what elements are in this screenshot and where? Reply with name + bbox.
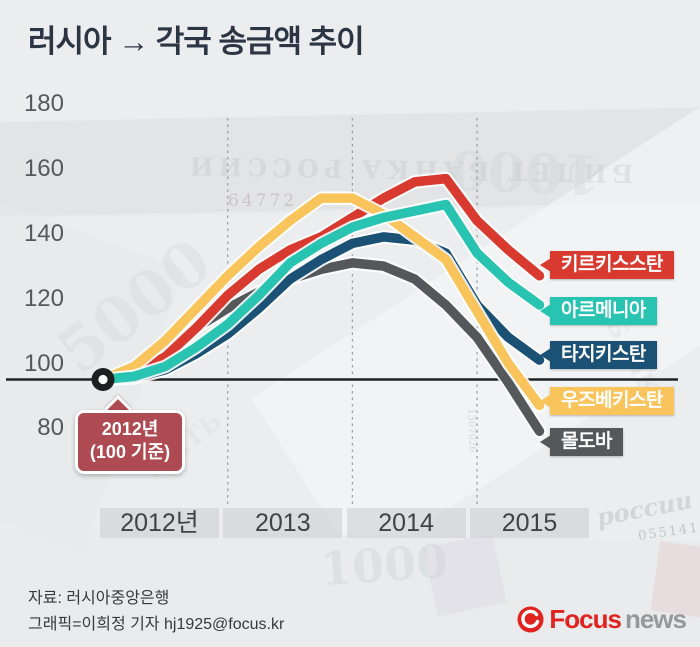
legend-item-moldova: 몰도바	[540, 428, 623, 456]
credit-text: 그래픽=이희정 기자 hj1925@focus.kr	[28, 616, 285, 633]
legend-item-armenia: 아르메니아	[540, 297, 657, 325]
x-axis-label-2012: 2012년	[100, 508, 219, 538]
legend-pointer-icon	[540, 435, 551, 449]
legend-label: 키르키스스탄	[561, 254, 663, 275]
legend-label: 타지키스탄	[561, 344, 646, 365]
legend-pointer-icon	[540, 304, 551, 318]
y-axis-tick: 80	[37, 414, 64, 442]
legend-label: 아르메니아	[561, 300, 646, 321]
legend-label: 몰도바	[561, 431, 612, 452]
series-line-armenia	[98, 199, 545, 385]
y-axis-tick: 160	[23, 155, 64, 183]
callout-line1: 2012년	[101, 419, 159, 439]
y-axis-tick: 100	[23, 349, 64, 377]
legend-pointer-icon	[540, 348, 551, 362]
legend-pointer-icon	[540, 258, 551, 272]
page-title: 러시아 → 각국 송금액 추이	[28, 24, 365, 59]
y-axis-tick: 120	[23, 284, 64, 312]
logo-brand-text: Focus	[549, 604, 622, 634]
callout-line2: (100 기준)	[89, 442, 171, 463]
logo-suffix-text: news	[624, 604, 687, 634]
focusnews-logo: Focus news	[517, 604, 687, 635]
focusnews-swirl-icon	[517, 606, 544, 633]
x-axis-label-2014: 2014	[346, 508, 466, 538]
legend-label: 우즈베키스탄	[561, 390, 663, 411]
baseline-start-dot-center	[98, 374, 108, 385]
legend-item-uzbekistan: 우즈베키스탄	[540, 387, 674, 415]
baseline-callout: 2012년 (100 기준)	[75, 410, 185, 474]
y-axis-tick: 140	[23, 219, 64, 247]
x-axis-label-2013: 2013	[223, 508, 343, 538]
x-axis-label-2015: 2015	[470, 508, 589, 538]
legend-item-kyrgyzstan: 키르키스스탄	[540, 251, 674, 279]
series-line-kyrgyzstan	[98, 173, 545, 385]
source-text: 자료: 러시아중앙은행	[28, 590, 170, 607]
legend-item-tajikistan: 타지키스탄	[540, 341, 657, 369]
legend-pointer-icon	[540, 394, 551, 408]
y-axis-tick: 180	[23, 90, 64, 118]
series-line-uzbekistan	[98, 193, 545, 411]
